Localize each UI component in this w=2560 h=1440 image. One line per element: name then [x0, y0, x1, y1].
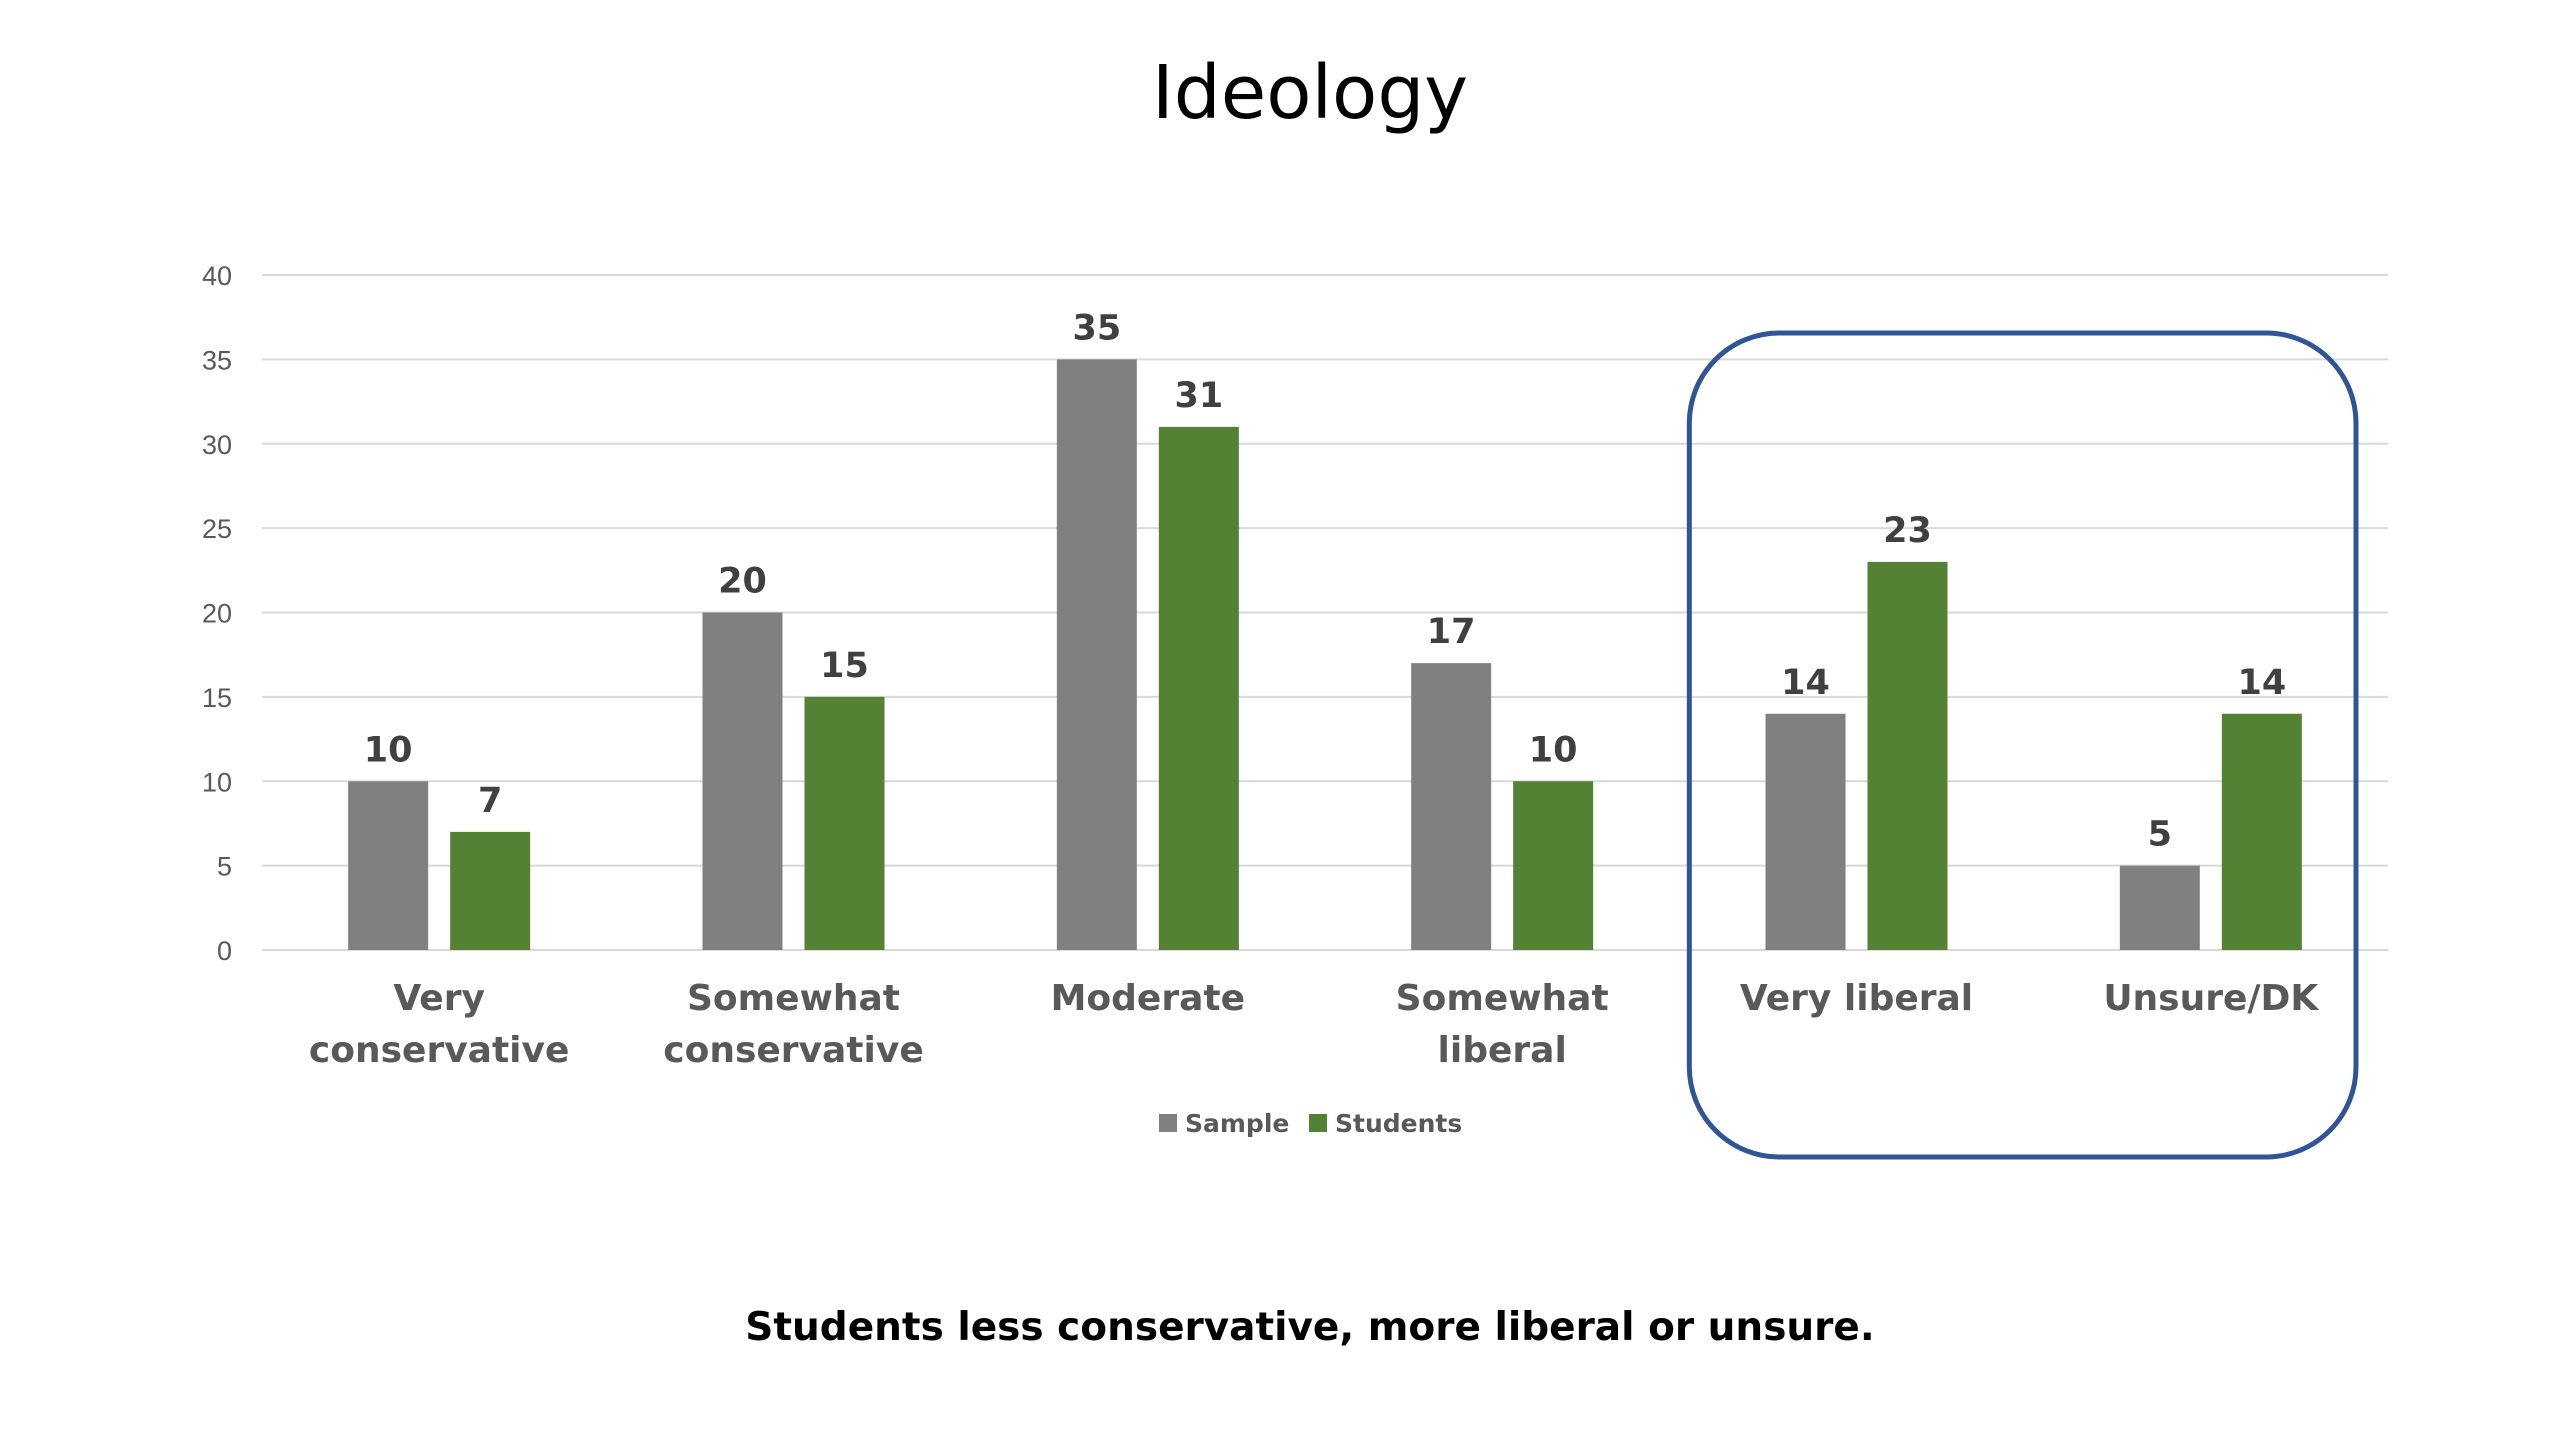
- bar-students: [2221, 713, 2302, 950]
- data-label-students: 7: [478, 781, 502, 821]
- bar-sample: [702, 612, 783, 950]
- data-label-sample: 5: [2148, 815, 2172, 855]
- data-label-sample: 17: [1427, 612, 1476, 652]
- chart-title: Ideology: [1152, 50, 1468, 136]
- category-label: Very liberal: [1740, 978, 1973, 1019]
- category-label: Very conservative: [309, 978, 570, 1071]
- data-labels: 10 7 20 15 35 31 17 10 14 23 5 14: [364, 308, 2286, 854]
- y-tick-label: 5: [217, 852, 232, 882]
- bar-sample: [1411, 663, 1492, 950]
- bars: [348, 359, 2302, 950]
- bar-sample: [1765, 713, 1846, 950]
- data-label-students: 15: [820, 646, 869, 686]
- legend-swatch-sample: [1159, 1114, 1177, 1132]
- y-tick-label: 0: [217, 936, 232, 966]
- y-tick-label: 10: [202, 767, 232, 797]
- bar-students: [1158, 426, 1239, 950]
- data-label-sample: 10: [364, 730, 413, 770]
- data-label-sample: 14: [1781, 663, 1830, 703]
- y-tick-label: 25: [202, 514, 232, 544]
- y-tick-label: 20: [202, 599, 232, 629]
- bar-students: [1513, 781, 1594, 950]
- bar-students: [450, 831, 531, 950]
- category-label: Somewhat liberal: [1396, 978, 1609, 1071]
- bar-sample: [1056, 359, 1137, 950]
- bar-students: [804, 696, 885, 950]
- gridlines: [262, 274, 2388, 951]
- y-tick-label: 40: [202, 261, 232, 291]
- chart-caption: Students less conservative, more liberal…: [745, 1305, 1874, 1350]
- legend-swatch-students: [1309, 1114, 1327, 1132]
- legend: Sample Students: [1159, 1109, 1462, 1138]
- data-label-sample: 20: [718, 562, 767, 602]
- bar-students: [1867, 561, 1948, 950]
- y-tick-label: 30: [202, 430, 232, 460]
- category-labels: Very conservative Somewhat conservative Mode…: [309, 978, 2320, 1071]
- y-tick-label: 15: [202, 683, 232, 713]
- category-label: Unsure/DK: [2103, 978, 2319, 1019]
- data-label-students: 10: [1529, 730, 1578, 770]
- data-label-students: 23: [1883, 511, 1932, 551]
- highlight-box: [1686, 330, 2359, 1160]
- y-tick-label: 35: [202, 345, 232, 375]
- legend-label-students: Students: [1335, 1109, 1462, 1138]
- bar-sample: [2119, 865, 2200, 950]
- bar-sample: [348, 781, 429, 950]
- legend-label-sample: Sample: [1185, 1109, 1289, 1138]
- data-label-students: 14: [2237, 663, 2286, 703]
- category-label: Somewhat conservative: [663, 978, 924, 1071]
- data-label-sample: 35: [1072, 308, 1121, 348]
- y-axis-ticks: 0 5 10 15 20 25 30 35 40: [202, 261, 232, 966]
- category-label: Moderate: [1051, 978, 1245, 1019]
- data-label-students: 31: [1174, 376, 1223, 416]
